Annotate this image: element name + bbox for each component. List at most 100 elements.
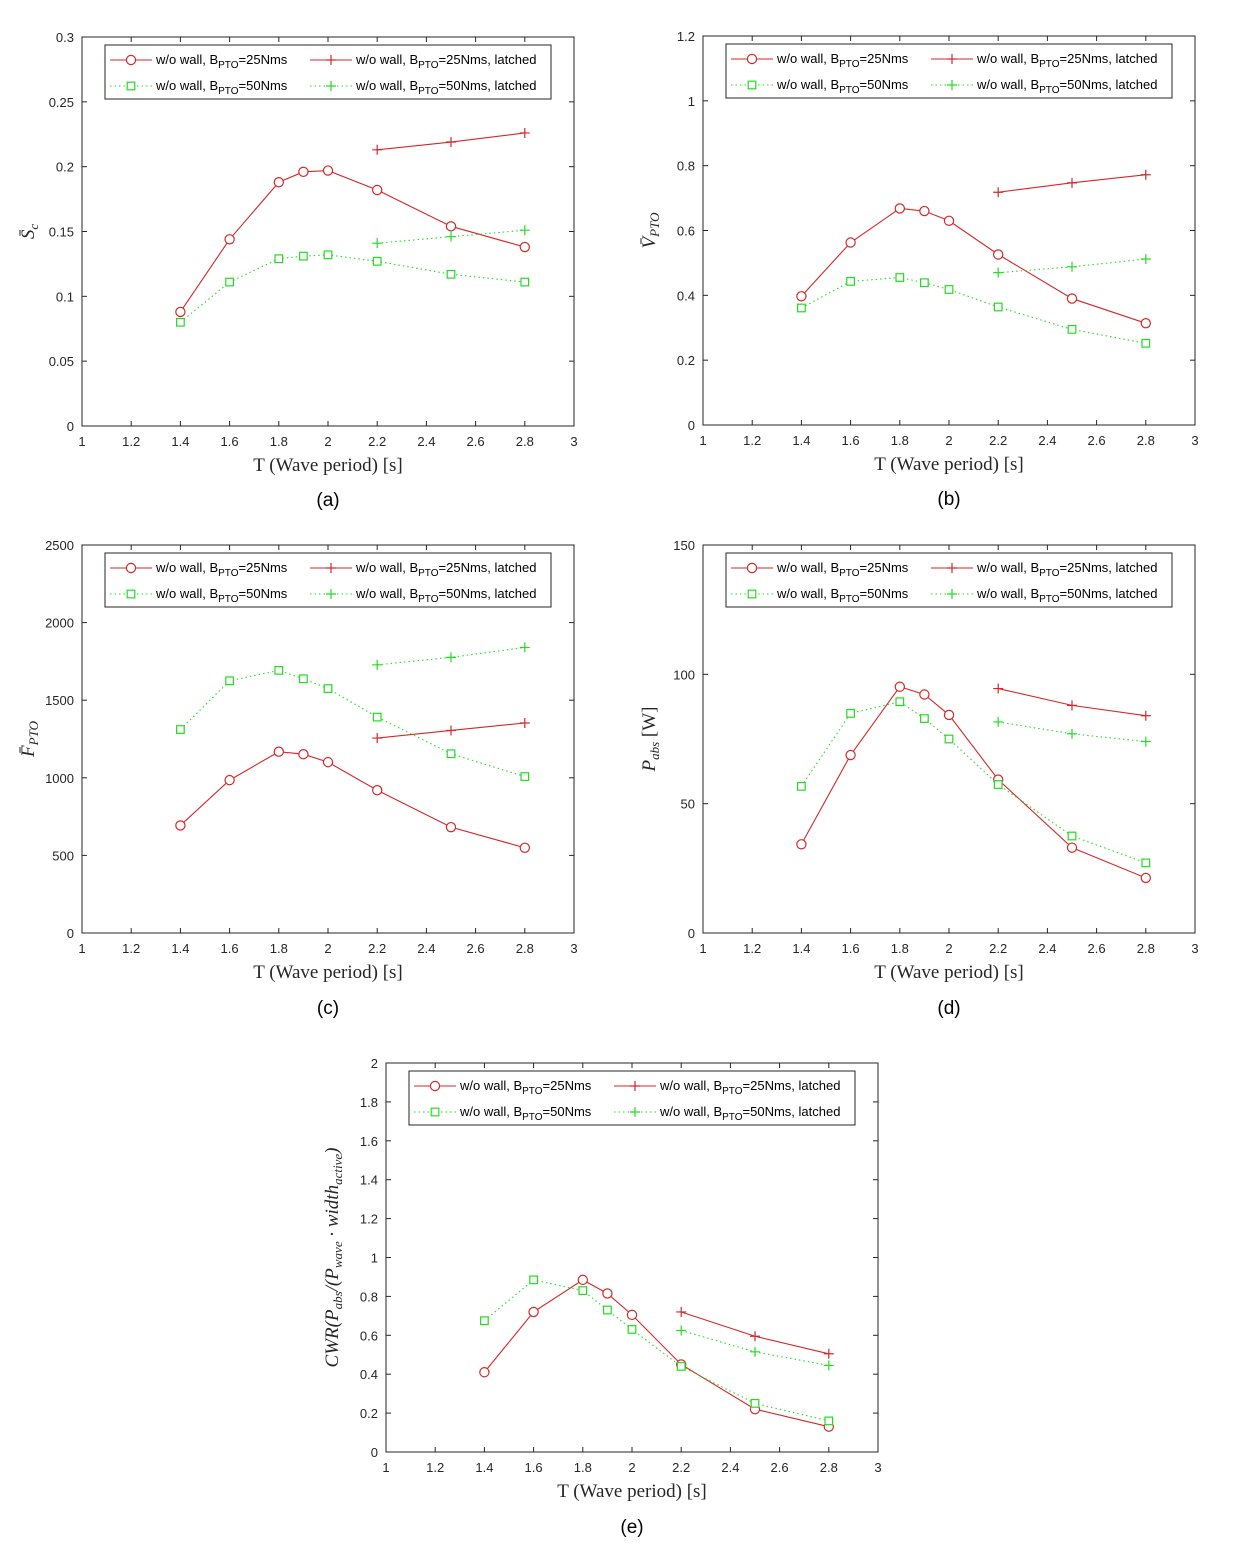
- chart-panel-c: 1 1.2 1.4 1.6 1.8 2 2.2 2.4 2.6 2.8 3 0 500 1000 1500 2…: [18, 538, 578, 1019]
- data-point: [845, 749, 856, 761]
- legend-entry: w/o wall, BPTO=25Nms: [110, 52, 288, 71]
- x-tick-label: 2: [945, 941, 952, 956]
- legend-label: w/o wall, BPTO=50Nms: [776, 586, 909, 605]
- data-point: [993, 683, 1004, 694]
- legend-label: w/o wall, BPTO=50Nms: [155, 78, 288, 97]
- data-point: [519, 241, 531, 253]
- x-tick-label: 1.8: [574, 1460, 592, 1475]
- legend-entry: w/o wall, BPTO=50Nms, latched: [310, 78, 536, 97]
- series-line: [800, 207, 1146, 324]
- series-3: [480, 1275, 834, 1426]
- legend-entry: w/o wall, BPTO=25Nms, latched: [310, 560, 536, 579]
- y-tick-label: 1: [688, 94, 695, 109]
- chart-panel-b: 1 1.2 1.4 1.6 1.8 2 2.2 2.4 2.6 2.8 3 0 0.2 0.4 0.6 0.8…: [639, 29, 1199, 510]
- y-tick-label: 0.25: [49, 95, 74, 110]
- data-point: [1066, 293, 1078, 304]
- data-point: [676, 1325, 687, 1336]
- y-tick-label: 500: [52, 848, 74, 863]
- series-1: [175, 746, 531, 853]
- data-point: [846, 708, 855, 718]
- legend-marker: [630, 1107, 640, 1117]
- x-tick-label: 1.6: [842, 941, 860, 956]
- legend: w/o wall, BPTO=25Nms w/o wall, BPTO=25Nms…: [408, 1070, 856, 1126]
- data-point: [676, 1306, 687, 1317]
- data-point: [519, 127, 530, 138]
- x-tick-label: 1: [78, 434, 85, 449]
- x-tick-label: 1.4: [475, 1460, 493, 1475]
- y-tick-label: 1000: [45, 771, 74, 786]
- series-line: [800, 686, 1147, 879]
- x-tick-label: 3: [570, 941, 577, 956]
- data-point: [298, 166, 309, 178]
- legend-entry: w/o wall, BPTO=50Nms: [731, 77, 909, 96]
- x-tick-label: 1.2: [743, 941, 761, 956]
- data-point: [274, 254, 284, 264]
- panel-caption: (e): [620, 1517, 643, 1538]
- data-point: [676, 1362, 686, 1371]
- data-point: [993, 716, 1004, 727]
- series-1: [796, 203, 1152, 329]
- data-point: [750, 1331, 760, 1342]
- legend-marker: [747, 589, 757, 599]
- data-point: [372, 785, 383, 796]
- series-line: [180, 669, 525, 778]
- data-point: [919, 205, 930, 217]
- data-point: [750, 1346, 760, 1357]
- legend-entry: w/o wall, BPTO=25Nms: [731, 560, 909, 579]
- data-point: [1141, 338, 1151, 348]
- x-tick-label: 2.4: [1038, 941, 1056, 956]
- x-tick-label: 3: [1191, 941, 1198, 956]
- data-point: [446, 652, 456, 663]
- x-tick-label: 1.4: [171, 941, 189, 956]
- data-point: [993, 249, 1004, 260]
- legend-label: w/o wall, BPTO=25Nms, latched: [659, 1078, 840, 1097]
- y-tick-label: 150: [673, 538, 695, 553]
- x-tick-label: 3: [1191, 433, 1198, 448]
- data-point: [944, 734, 954, 744]
- data-point: [943, 709, 955, 721]
- y-tick-label: 100: [673, 667, 695, 682]
- series-line: [180, 254, 525, 323]
- x-tick-label: 2.6: [771, 1460, 789, 1475]
- y-tick-label: 0.8: [360, 1289, 378, 1304]
- series-3: [796, 697, 1151, 868]
- x-tick-label: 2.6: [467, 434, 485, 449]
- y-tick-label: 1.6: [360, 1134, 378, 1149]
- series-2: [372, 718, 530, 744]
- legend-entry: w/o wall, BPTO=50Nms, latched: [310, 586, 536, 605]
- data-point: [529, 1275, 538, 1285]
- legend-marker: [746, 562, 758, 574]
- x-tick-label: 1: [699, 433, 706, 448]
- legend-entry: w/o wall, BPTO=25Nms: [110, 560, 288, 579]
- legend-box: [725, 43, 1173, 99]
- legend-label: w/o wall, BPTO=25Nms, latched: [976, 560, 1157, 579]
- x-tick-label: 2.4: [1038, 433, 1056, 448]
- x-tick-label: 2.8: [516, 941, 534, 956]
- series-1: [796, 681, 1152, 884]
- data-point: [175, 306, 186, 318]
- data-point: [993, 267, 1004, 278]
- data-point: [919, 689, 930, 700]
- legend-marker: [947, 589, 957, 599]
- data-point: [943, 215, 955, 226]
- data-point: [274, 666, 284, 675]
- legend-marker: [326, 589, 336, 599]
- y-tick-label: 0.05: [49, 354, 74, 369]
- legend-entry: w/o wall, BPTO=50Nms: [731, 586, 909, 605]
- data-point: [225, 277, 235, 287]
- panel-caption: (d): [937, 998, 960, 1019]
- data-point: [323, 684, 333, 693]
- data-point: [944, 285, 954, 294]
- legend-label: w/o wall, BPTO=50Nms: [155, 586, 288, 605]
- y-tick-label: 1.2: [360, 1212, 378, 1227]
- data-point: [299, 251, 308, 261]
- legend-box: [104, 552, 552, 608]
- data-point: [225, 676, 235, 686]
- x-tick-label: 1: [382, 1460, 389, 1475]
- data-point: [372, 144, 383, 155]
- y-tick-label: 1500: [45, 693, 74, 708]
- x-tick-label: 2.4: [417, 434, 435, 449]
- x-tick-label: 2.2: [368, 941, 386, 956]
- x-tick-label: 1.2: [743, 433, 761, 448]
- data-point: [519, 718, 530, 729]
